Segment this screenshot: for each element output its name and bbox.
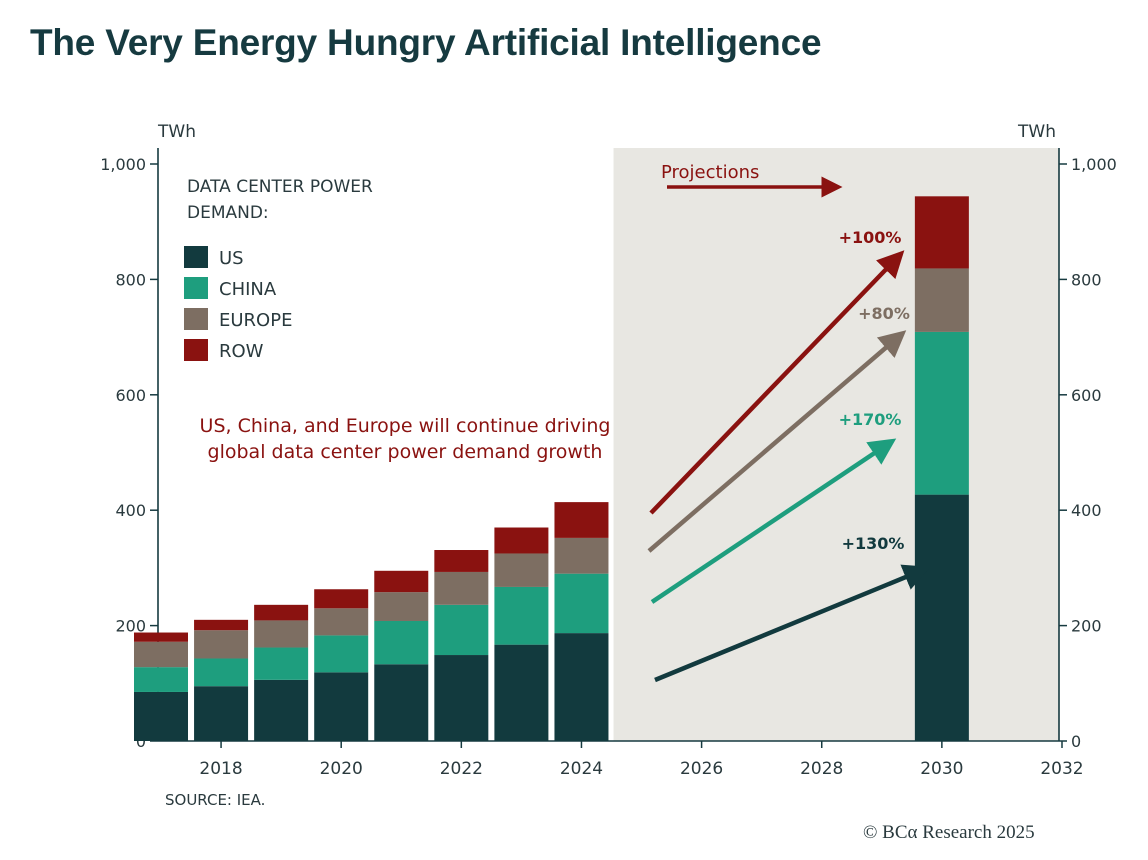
bar-row-2020 <box>314 589 369 609</box>
y-tick-label-left: 1,000 <box>100 155 146 174</box>
bar-row-2021 <box>374 570 429 593</box>
growth-label-europe: +80% <box>858 304 910 323</box>
y-tick-label-right: 800 <box>1071 270 1102 289</box>
legend-label-china: CHINA <box>219 279 277 300</box>
page-title: The Very Energy Hungry Artificial Intell… <box>30 22 822 63</box>
bar-us-2022 <box>434 655 489 741</box>
bar-row-2018 <box>194 619 249 631</box>
y-tick-label-left: 0 <box>136 732 146 751</box>
y-axis-label-left: TWh <box>157 122 196 142</box>
y-tick-label-right: 1,000 <box>1071 155 1117 174</box>
bar-us-2023 <box>494 644 549 741</box>
bar-china-2021 <box>374 620 429 665</box>
legend-title-line-2: DEMAND: <box>187 203 269 223</box>
bar-china-2017 <box>134 667 188 692</box>
legend-swatch-row <box>184 339 208 361</box>
x-tick-label: 2030 <box>920 759 963 779</box>
growth-arrow-china <box>650 438 897 604</box>
y-axis-label-right: TWh <box>1017 122 1056 142</box>
copyright: © BCα Research 2025 <box>863 822 1035 843</box>
bar-europe-2019 <box>254 620 309 648</box>
bar-china-2022 <box>434 604 489 656</box>
legend-swatch-china <box>184 277 208 299</box>
y-tick-label-left: 600 <box>115 386 146 405</box>
bar-china-2030 <box>914 331 969 495</box>
growth-label-row: +100% <box>839 228 902 247</box>
y-tick-label-left: 400 <box>115 501 146 520</box>
bar-china-2018 <box>194 658 249 687</box>
legend-swatch-europe <box>184 308 208 330</box>
bar-us-2030 <box>914 494 969 741</box>
bar-china-2019 <box>254 647 309 680</box>
y-tick-label-right: 400 <box>1071 501 1102 520</box>
growth-label-china: +170% <box>839 410 902 429</box>
bar-china-2023 <box>494 586 549 645</box>
bar-us-2024 <box>554 633 609 741</box>
projection-region <box>613 148 1059 741</box>
bar-us-2018 <box>194 686 249 741</box>
legend-title-line-1: DATA CENTER POWER <box>187 177 373 197</box>
x-tick-label: 2020 <box>320 759 363 779</box>
legend-label-us: US <box>219 248 244 269</box>
bar-europe-2023 <box>494 553 549 587</box>
annotation-line-2: global data center power demand growth <box>208 441 603 463</box>
bar-europe-2030 <box>914 268 969 332</box>
bar-row-2017 <box>134 632 188 642</box>
x-tick-label: 2018 <box>199 759 242 779</box>
projection-label: Projections <box>661 162 759 183</box>
x-tick-label: 2028 <box>800 759 843 779</box>
bar-china-2020 <box>314 635 369 673</box>
bar-europe-2018 <box>194 630 249 659</box>
bar-row-2022 <box>434 550 489 572</box>
bar-europe-2022 <box>434 571 489 605</box>
bar-europe-2020 <box>314 608 369 636</box>
bar-us-2021 <box>374 664 429 741</box>
growth-arrow-us <box>654 564 931 683</box>
legend-swatch-us <box>184 246 208 268</box>
legend-label-row: ROW <box>219 341 264 362</box>
x-tick-label: 2024 <box>560 759 603 779</box>
x-tick-label: 2032 <box>1040 759 1083 779</box>
bar-row-2024 <box>554 502 609 538</box>
bar-us-2019 <box>254 679 309 741</box>
y-tick-label-left: 200 <box>115 617 146 636</box>
y-tick-label-left: 800 <box>115 270 146 289</box>
bar-europe-2017 <box>134 641 188 668</box>
bar-row-2023 <box>494 527 549 554</box>
bar-row-2030 <box>914 196 969 269</box>
x-tick-label: 2026 <box>680 759 723 779</box>
bar-china-2024 <box>554 573 609 634</box>
y-tick-label-right: 600 <box>1071 386 1102 405</box>
annotation-line-1: US, China, and Europe will continue driv… <box>200 415 611 437</box>
y-tick-label-right: 200 <box>1071 617 1102 636</box>
bar-europe-2024 <box>554 537 609 574</box>
growth-label-us: +130% <box>842 534 905 553</box>
source-note: SOURCE: IEA. <box>165 791 265 809</box>
growth-arrow-row <box>649 250 905 515</box>
bar-us-2020 <box>314 672 369 741</box>
bar-us-2017 <box>134 691 188 741</box>
x-tick-label: 2022 <box>440 759 483 779</box>
growth-arrow-europe <box>647 330 907 553</box>
y-tick-label-right: 0 <box>1071 732 1081 751</box>
bar-row-2019 <box>254 604 309 621</box>
bar-europe-2021 <box>374 592 429 621</box>
legend-label-europe: EUROPE <box>219 310 292 331</box>
